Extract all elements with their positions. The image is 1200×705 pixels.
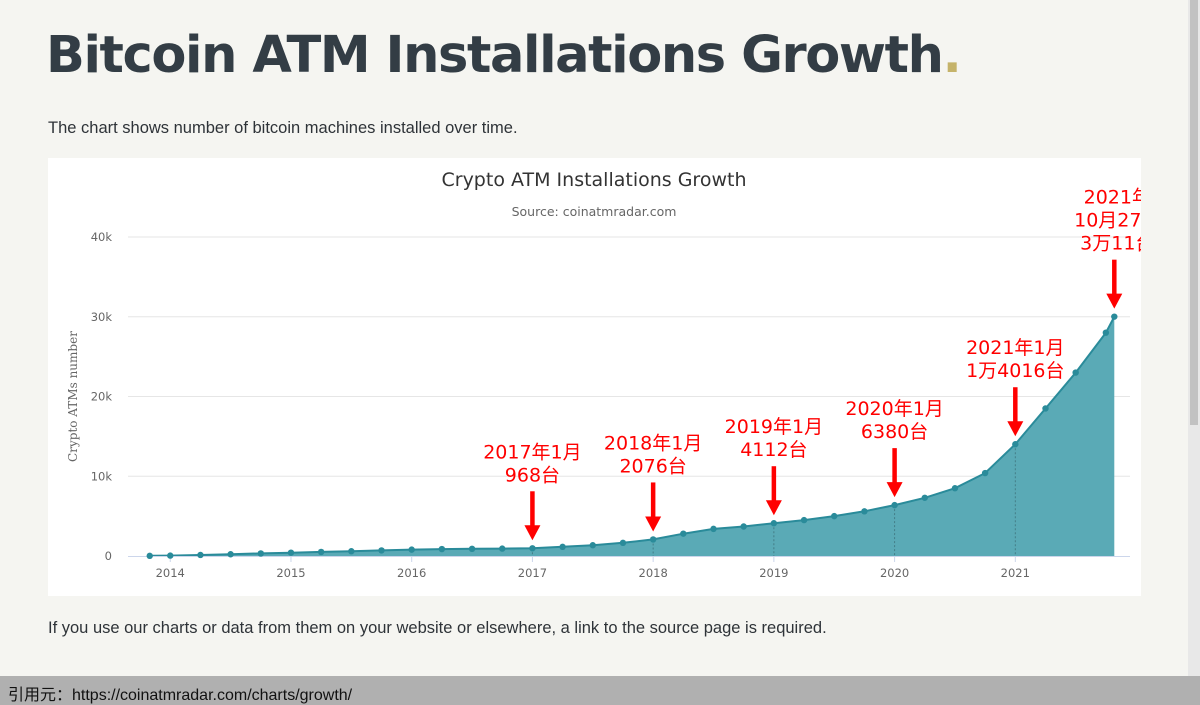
annotation-label: 2019年1月 [725, 416, 823, 438]
annotation-label: 2021年 [1084, 187, 1141, 209]
data-point [861, 508, 868, 515]
x-tick-label: 2015 [276, 566, 305, 580]
data-point [317, 548, 325, 556]
data-point [529, 545, 536, 552]
annotation-arrow-head [1007, 421, 1024, 437]
data-point [197, 551, 204, 559]
x-tick-label: 2021 [1001, 566, 1030, 580]
data-point [1102, 329, 1110, 336]
attribution-note: If you use our charts or data from them … [48, 619, 827, 637]
x-tick-label: 2018 [639, 566, 668, 580]
annotation-label: 4112台 [740, 439, 807, 461]
annotation-label: 2018年1月 [604, 432, 702, 454]
data-point [378, 547, 385, 554]
y-tick-label: 20k [91, 390, 113, 404]
data-point [499, 545, 506, 552]
source-url-text: 引用元：https://coinatmradar.com/charts/grow… [8, 687, 353, 704]
data-point [800, 516, 808, 524]
data-point [348, 548, 355, 555]
data-point [831, 512, 838, 520]
data-point [227, 551, 234, 558]
y-tick-label: 10k [91, 469, 113, 483]
chart-title: Crypto ATM Installations Growth [441, 169, 746, 191]
annotation-label: 6380台 [861, 421, 928, 443]
data-point [981, 469, 989, 477]
page-title: Bitcoin ATM Installations Growth. [46, 26, 962, 85]
data-point [257, 550, 264, 557]
data-point [740, 523, 747, 530]
y-tick-label: 0 [105, 549, 112, 563]
scrollbar-thumb[interactable] [1190, 0, 1198, 425]
annotation-label: 1万4016台 [966, 360, 1064, 382]
x-tick-label: 2014 [156, 566, 185, 580]
annotation-label: 2020年1月 [845, 398, 943, 420]
data-point [146, 552, 153, 560]
annotation-label: 968台 [505, 464, 560, 486]
page-title-text: Bitcoin ATM Installations Growth [46, 26, 944, 85]
x-tick-label: 2016 [397, 566, 426, 580]
x-tick-label: 2017 [518, 566, 547, 580]
annotation-label: 2021年1月 [966, 337, 1064, 359]
series-line [149, 316, 1116, 557]
data-point [619, 539, 627, 547]
data-point [589, 542, 596, 549]
annotation-arrow-head [524, 525, 541, 541]
page-scrollbar[interactable] [1188, 0, 1200, 676]
data-point [1012, 441, 1019, 448]
data-point [287, 549, 295, 556]
data-point [1072, 369, 1079, 376]
annotation-label: 2017年1月 [483, 441, 581, 463]
data-point [921, 494, 928, 501]
data-point [951, 485, 959, 492]
y-tick-label: 40k [91, 230, 113, 244]
x-tick-label: 2019 [759, 566, 788, 580]
data-point [1111, 313, 1118, 320]
x-tick-label: 2020 [880, 566, 909, 580]
page-subtitle: The chart shows number of bitcoin machin… [48, 119, 518, 137]
y-tick-label: 30k [91, 310, 113, 324]
annotation-arrow-head [886, 482, 903, 498]
data-point [408, 546, 415, 553]
data-point [649, 536, 657, 543]
data-point [770, 520, 778, 527]
chart-card: Crypto ATM Installations Growth Source: c… [48, 158, 1141, 596]
annotation-arrow-head [765, 500, 782, 516]
chart-subtitle: Source: coinatmradar.com [512, 204, 677, 219]
chart-svg: Crypto ATM Installations Growth Source: c… [66, 169, 1141, 580]
data-point [468, 545, 476, 553]
data-point [559, 543, 566, 551]
annotation-label: 3万11台 [1080, 233, 1141, 255]
source-bar: 引用元：https://coinatmradar.com/charts/grow… [0, 676, 1200, 705]
data-point [891, 501, 898, 509]
annotation-arrow-head [1106, 293, 1123, 309]
data-point [680, 530, 687, 537]
annotation-arrow-head [645, 516, 662, 532]
data-point [438, 545, 446, 553]
data-point [710, 525, 717, 533]
annotation-label: 2076台 [619, 455, 686, 477]
data-point [167, 552, 174, 559]
y-axis-title: Crypto ATMs number [66, 331, 80, 462]
data-point [1042, 405, 1049, 412]
title-accent-dot: . [942, 26, 962, 85]
series-area [149, 316, 1115, 556]
annotation-label: 10月27日 [1074, 210, 1141, 232]
